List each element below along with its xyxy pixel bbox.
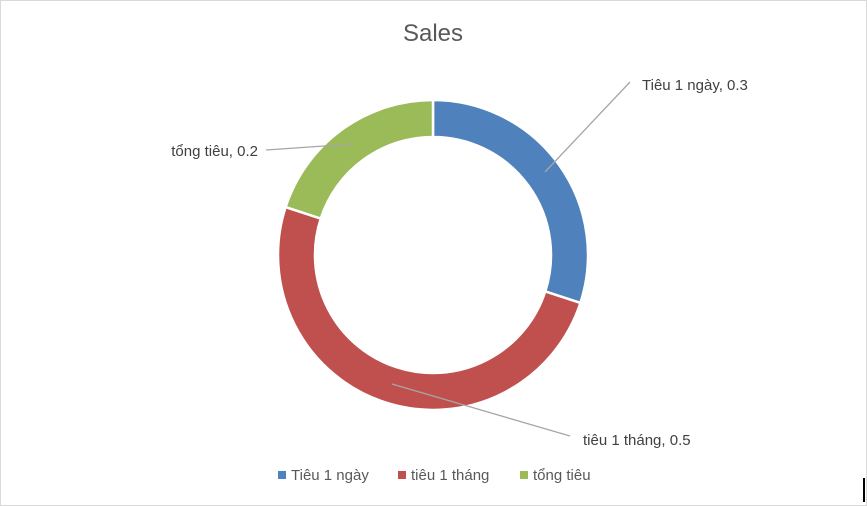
leader-line-3 bbox=[265, 143, 354, 151]
data-label-2: tiêu 1 tháng, 0.5 bbox=[583, 432, 691, 449]
leader-line-2 bbox=[391, 383, 571, 437]
legend-swatch-2 bbox=[398, 471, 406, 479]
leader-line-1 bbox=[544, 81, 631, 173]
legend-swatch-3 bbox=[520, 471, 528, 479]
leader-line-group bbox=[265, 81, 631, 437]
legend-swatch-1 bbox=[278, 471, 286, 479]
data-label-3: tổng tiêu, 0.2 bbox=[171, 143, 258, 160]
legend: Tiêu 1 ngày tiêu 1 tháng tổng tiêu bbox=[278, 467, 591, 484]
slice-group bbox=[276, 98, 590, 412]
doughnut-slice-1 bbox=[431, 98, 590, 305]
legend-label-2: tiêu 1 tháng bbox=[411, 467, 489, 484]
window-edge-marker bbox=[863, 478, 865, 502]
data-label-group: Tiêu 1 ngày, 0.3 tiêu 1 tháng, 0.5 tổng ti… bbox=[171, 77, 748, 449]
legend-label-3: tổng tiêu bbox=[533, 467, 591, 484]
legend-label-1: Tiêu 1 ngày bbox=[291, 467, 369, 484]
chart-title: Sales bbox=[403, 20, 463, 47]
doughnut-slice-2 bbox=[276, 205, 582, 412]
doughnut-slice-3 bbox=[284, 98, 435, 221]
data-label-1: Tiêu 1 ngày, 0.3 bbox=[642, 77, 748, 94]
